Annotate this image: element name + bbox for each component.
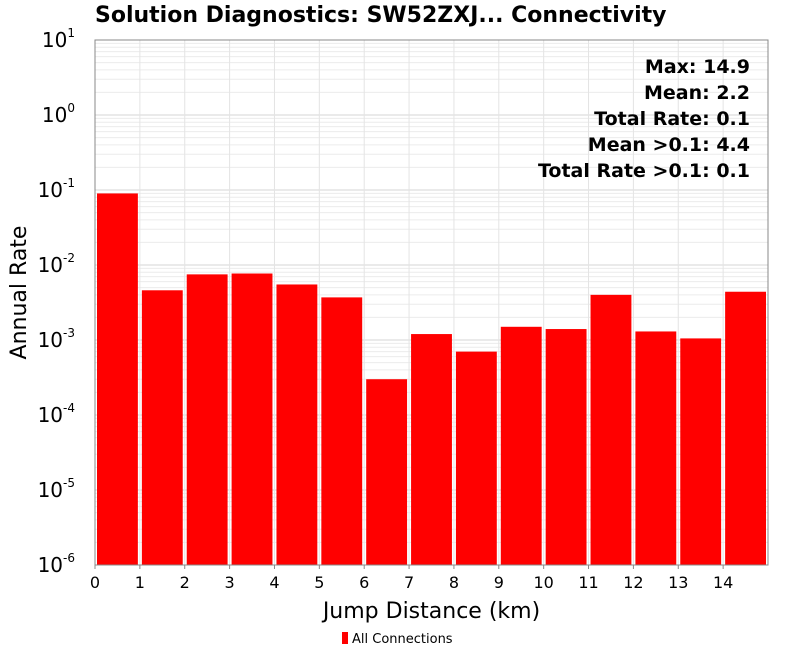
x-tick-label: 6: [359, 573, 369, 592]
stat-annotation: Max: 14.9: [645, 56, 750, 78]
stat-annotation: Mean >0.1: 4.4: [588, 134, 750, 156]
y-tick-label: 100: [42, 101, 75, 127]
x-tick-label: 9: [494, 573, 504, 592]
bar: [411, 334, 452, 565]
y-tick-label: 10-2: [38, 251, 75, 277]
bar: [590, 294, 632, 565]
x-tick-label: 7: [404, 573, 414, 592]
bar: [680, 338, 722, 565]
y-tick-label: 10-5: [38, 476, 75, 502]
bar: [141, 290, 183, 565]
x-tick-label: 12: [623, 573, 643, 592]
y-tick-label: 10-6: [38, 551, 75, 577]
y-axis-ticks: 101 100 10-1 10-2 10-3 10-4 10-5 10-6: [38, 26, 75, 577]
x-axis-label: Jump Distance (km): [321, 599, 540, 624]
y-tick-label: 10-4: [38, 401, 75, 427]
bars: [97, 193, 766, 565]
y-tick-label: 10-3: [38, 326, 75, 352]
x-tick-label: 13: [668, 573, 688, 592]
x-tick-label: 11: [578, 573, 598, 592]
x-tick-label: 14: [713, 573, 733, 592]
bar: [545, 329, 587, 565]
y-axis-label: Annual Rate: [7, 226, 32, 360]
stat-annotation: Total Rate >0.1: 0.1: [538, 160, 750, 182]
x-tick-label: 1: [135, 573, 145, 592]
bar: [97, 193, 138, 565]
chart-title: Solution Diagnostics: SW52ZXJ... Connect…: [95, 3, 666, 28]
x-axis-ticks: 0 1 2 3 4 5 6 7 8 9 10 11 12 13 14: [90, 565, 733, 592]
legend: All Connections: [342, 632, 453, 647]
bar: [276, 284, 318, 565]
x-tick-label: 8: [449, 573, 459, 592]
bar: [186, 274, 228, 565]
legend-swatch: [342, 632, 348, 644]
x-tick-label: 0: [90, 573, 100, 592]
x-tick-label: 4: [269, 573, 279, 592]
x-tick-label: 3: [225, 573, 235, 592]
bar: [500, 326, 542, 565]
stats-annotations: Max: 14.9 Mean: 2.2 Total Rate: 0.1 Mean >0…: [538, 56, 750, 182]
y-tick-label: 101: [42, 26, 75, 52]
bar: [635, 331, 677, 565]
legend-label: All Connections: [352, 632, 453, 647]
x-tick-label: 5: [314, 573, 324, 592]
bar: [455, 351, 497, 565]
bar: [231, 273, 273, 565]
bar: [725, 291, 766, 565]
stat-annotation: Mean: 2.2: [644, 82, 750, 104]
x-tick-label: 2: [180, 573, 190, 592]
y-tick-label: 10-1: [38, 176, 75, 202]
stat-annotation: Total Rate: 0.1: [594, 108, 750, 130]
x-tick-label: 10: [533, 573, 553, 592]
bar: [321, 297, 363, 565]
plot-frame: [94, 39, 769, 566]
bar: [366, 379, 408, 565]
